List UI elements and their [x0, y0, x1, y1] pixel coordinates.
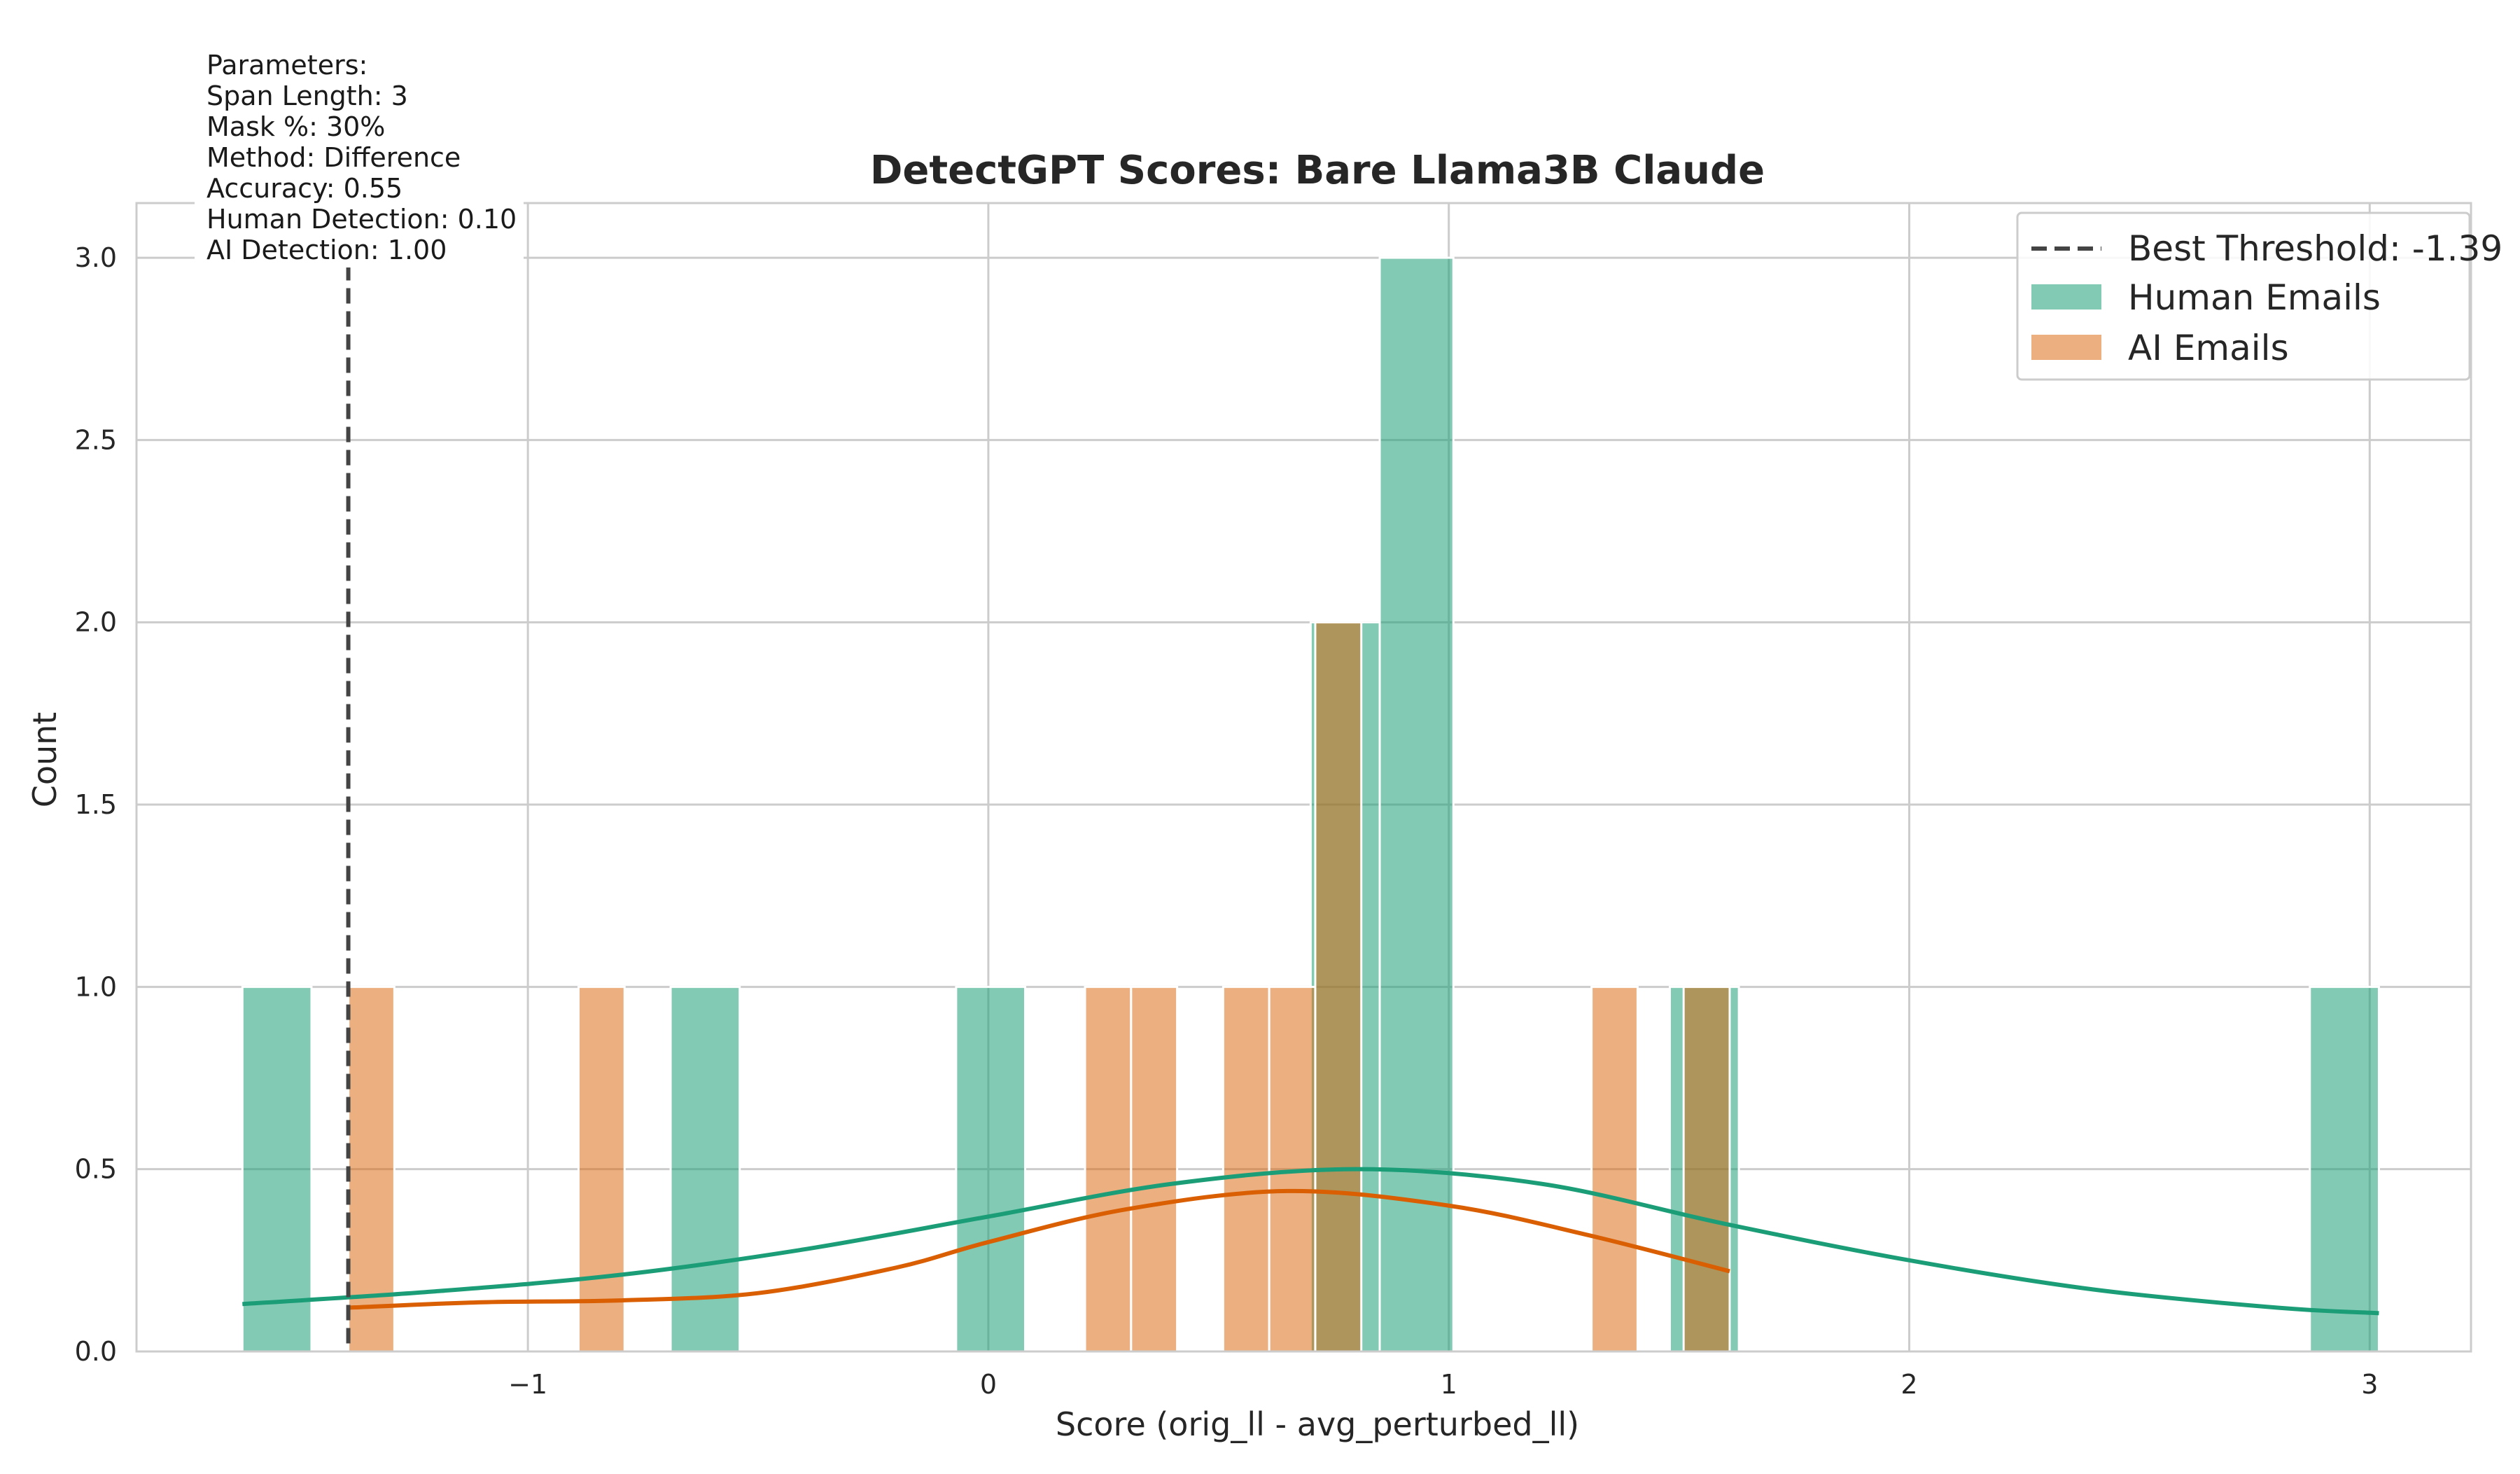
param-method: Method: Difference: [206, 142, 461, 173]
plot-frame: [135, 202, 2472, 1353]
param-heading: Parameters:: [206, 50, 368, 81]
param-span-length: Span Length: 3: [206, 81, 408, 111]
human-emails-bar: [241, 985, 313, 1353]
param-mask-percent: Mask %: 30%: [206, 111, 385, 142]
legend-ai-swatch: [2031, 335, 2101, 360]
x-tick-label: 1: [1441, 1369, 1457, 1400]
ai-emails-bar: [1084, 985, 1133, 1353]
legend-threshold-label: Best Threshold: -1.39: [2128, 228, 2502, 269]
ai-emails-kde-line: [348, 1188, 1730, 1310]
y-tick-label: 3.0: [75, 242, 117, 273]
y-tick-label: 2.5: [75, 424, 117, 455]
human-emails-bar: [1378, 256, 1455, 1353]
param-ai-detection: AI Detection: 1.00: [206, 235, 447, 265]
human-emails-kde-line: [242, 1167, 2379, 1316]
gridlines: [136, 203, 2471, 1353]
y-tick-label: 0.0: [75, 1336, 117, 1367]
x-tick-label: 0: [980, 1369, 997, 1400]
ai-emails-bar: [1682, 985, 1731, 1353]
ai-emails-bar: [1222, 985, 1270, 1353]
y-tick-label: 0.5: [75, 1154, 117, 1185]
axes: −1 0 1 2 3 0.0 0.5 1.0 1.5 2.0 2.5 3.0: [75, 202, 2472, 1400]
human-emails-bar: [669, 985, 741, 1353]
x-axis-label: Score (orig_ll - avg_perturbed_ll): [1056, 1405, 1579, 1443]
y-axis-label: Count: [26, 712, 64, 808]
chart-title: DetectGPT Scores: Bare Llama3B Claude: [870, 148, 1765, 193]
parameters-box-background: [195, 43, 524, 267]
kde-curves: [242, 1167, 2379, 1316]
parameters-box: Parameters: Span Length: 3 Mask %: 30% M…: [195, 43, 524, 267]
ai-emails-bar: [1590, 985, 1639, 1353]
x-tick-label: 3: [2361, 1369, 2378, 1400]
human-emails-bar: [955, 985, 1027, 1353]
ai-emails-bar: [1314, 621, 1363, 1353]
legend-ai-label: AI Emails: [2128, 328, 2289, 368]
legend-human-label: Human Emails: [2128, 277, 2381, 318]
ai-emails-bar: [1130, 985, 1179, 1353]
human-emails-bar: [2309, 985, 2380, 1353]
x-tick-label: 2: [1900, 1369, 1917, 1400]
y-tick-label: 1.5: [75, 789, 117, 820]
y-tick-label: 1.0: [75, 971, 117, 1002]
legend-frame: [2016, 211, 2471, 381]
ai-emails-bar: [577, 985, 626, 1353]
x-tick-label: −1: [508, 1369, 547, 1400]
param-human-detection: Human Detection: 0.10: [206, 204, 517, 235]
chart-legend: Best Threshold: -1.39 Human Emails AI Em…: [2016, 211, 2502, 381]
param-accuracy: Accuracy: 0.55: [206, 173, 402, 204]
y-tick-label: 2.0: [75, 607, 117, 638]
legend-human-swatch: [2031, 284, 2101, 310]
